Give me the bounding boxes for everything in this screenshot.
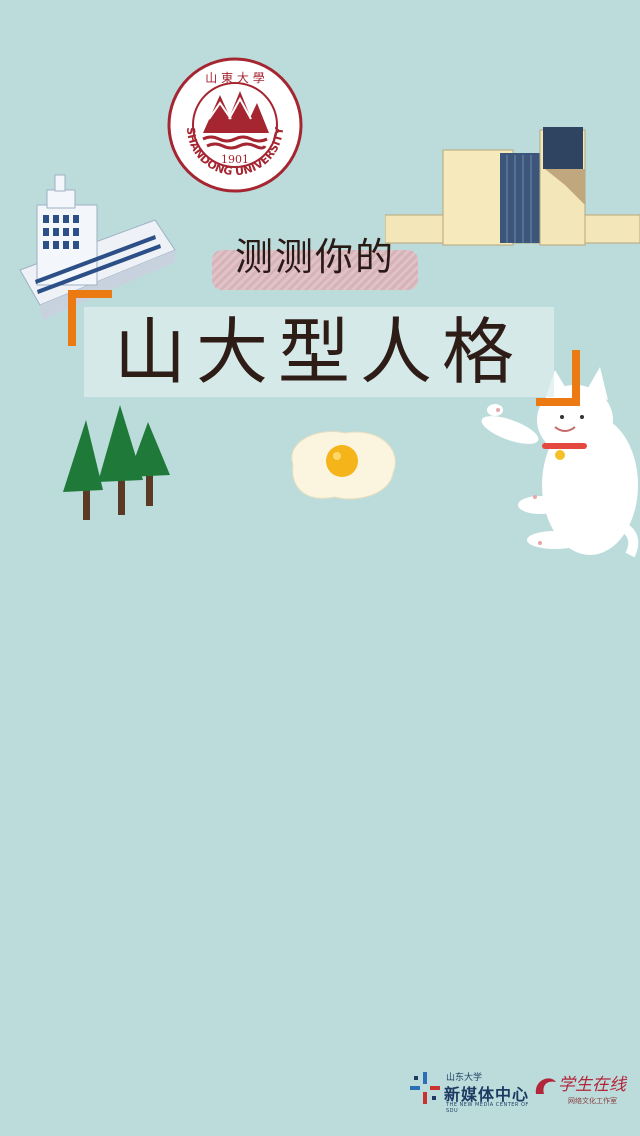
page-title: 山大型人格 xyxy=(113,310,524,394)
new-media-center-logo: 山东大学 新媒体中心 THE NEW MEDIA CENTER OF SDU xyxy=(410,1068,530,1114)
new-media-center-icon xyxy=(410,1072,440,1104)
building-illustration xyxy=(19,174,176,320)
logo-top-text: 山 東 大 學 xyxy=(205,71,264,85)
trees-illustration xyxy=(63,405,170,520)
shandong-university-logo: 山 東 大 學 SHANDONG UNIVERSITY 1901 xyxy=(167,57,303,193)
title-panel xyxy=(84,307,554,397)
logo-year: 1901 xyxy=(221,153,249,166)
right-building-illustration xyxy=(385,127,640,246)
subtitle-block: 测测你的 xyxy=(212,230,418,290)
org2-sub: 网络文化工作室 xyxy=(568,1097,617,1105)
org2-name: 学生在线 xyxy=(558,1075,626,1095)
org1-name: 新媒体中心 xyxy=(444,1085,530,1104)
org1-small: 山东大学 xyxy=(446,1073,483,1083)
student-online-logo: 学生在线 网络文化工作室 xyxy=(532,1068,632,1110)
student-online-icon xyxy=(535,1078,556,1094)
title-bracket-right xyxy=(536,350,580,406)
subtitle: 测测你的 xyxy=(234,235,395,279)
subtitle-highlight xyxy=(212,250,418,290)
title-bracket-left xyxy=(68,290,112,346)
cat-illustration xyxy=(481,367,639,558)
egg-illustration xyxy=(291,431,396,500)
org1-english: THE NEW MEDIA CENTER OF SDU xyxy=(446,1102,529,1114)
